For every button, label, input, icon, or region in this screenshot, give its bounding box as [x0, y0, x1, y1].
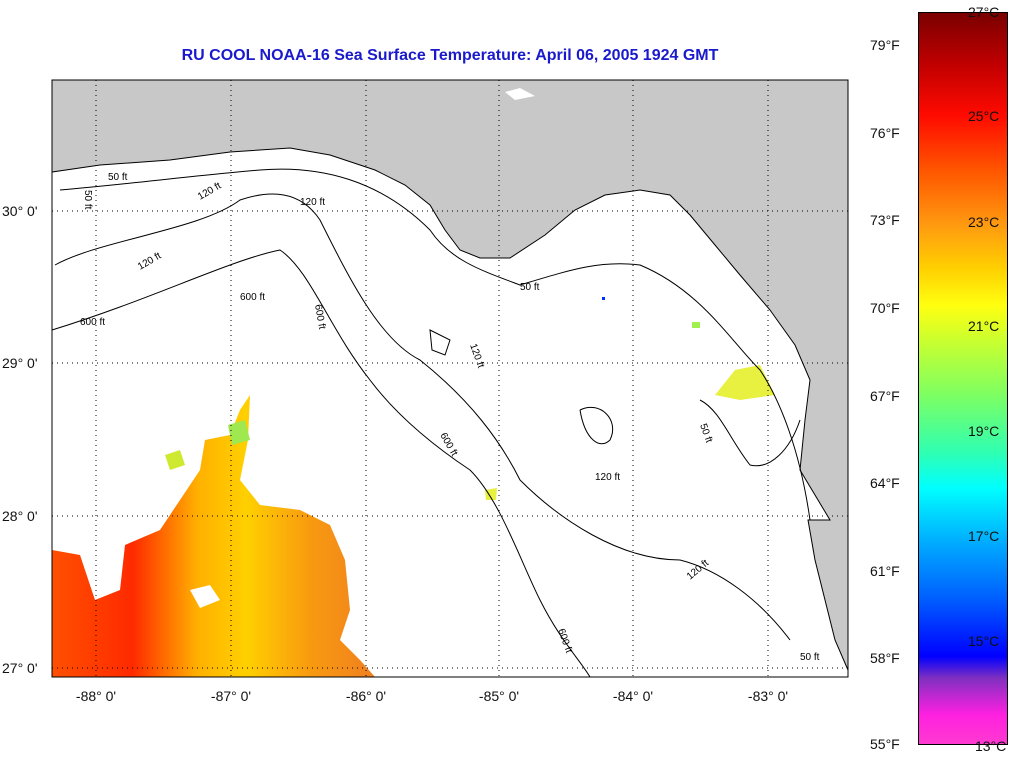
colorbar-f-label: 55°F	[870, 736, 900, 752]
colorbar-f-label: 73°F	[870, 212, 900, 228]
colorbar-c-label: 17°C	[968, 528, 1000, 544]
contour-label: 120 ft	[595, 472, 620, 483]
sst-data-layer	[52, 297, 775, 677]
colorbar-f-label: 64°F	[870, 475, 900, 491]
colorbar-c-label: 19°C	[968, 423, 1000, 439]
y-tick-label: 29° 0'	[2, 355, 38, 371]
colorbar-c-label: 21°C	[968, 318, 1000, 334]
colorbar-c-label: 13°C	[975, 738, 1007, 754]
contour-label: 600 ft	[80, 317, 105, 328]
plot-frame	[51, 79, 849, 678]
contour-label: 50 ft	[520, 282, 540, 293]
colorbar-c-label: 25°C	[968, 108, 1000, 124]
x-tick-label: -84° 0'	[612, 688, 654, 704]
colorbar-f-label: 76°F	[870, 125, 900, 141]
colorbar-f-label: 79°F	[870, 37, 900, 53]
x-tick-label: -88° 0'	[75, 688, 117, 704]
y-tick-label: 28° 0'	[2, 508, 38, 524]
colorbar-c-label: 23°C	[968, 214, 1000, 230]
x-tick-label: -83° 0'	[747, 688, 789, 704]
contour-label: 50 ft	[800, 652, 820, 663]
contour-label: 600 ft	[240, 292, 265, 303]
contour-label: 50 ft	[82, 190, 93, 210]
colorbar-c-label: 27°C	[968, 4, 1000, 20]
sst-warm-patch	[52, 395, 375, 677]
colorbar-f-label: 61°F	[870, 563, 900, 579]
x-tick-label: -85° 0'	[478, 688, 520, 704]
land-area	[51, 79, 849, 671]
sst-speck	[165, 450, 185, 470]
sst-speck	[228, 420, 250, 445]
colorbar-c-label: 15°C	[968, 633, 1000, 649]
sst-speck	[715, 365, 775, 400]
colorbar-f-label: 70°F	[870, 300, 900, 316]
sst-speck	[602, 297, 605, 300]
colorbar-f-label: 67°F	[870, 388, 900, 404]
contour-label: 50 ft	[108, 172, 128, 183]
x-tick-label: -87° 0'	[210, 688, 252, 704]
contour-label: 600 ft	[312, 304, 327, 331]
sst-speck	[485, 488, 497, 500]
figure-title: RU COOL NOAA-16 Sea Surface Temperature:…	[181, 47, 719, 64]
temperature-colorbar	[918, 12, 1008, 745]
colorbar-f-label: 58°F	[870, 650, 900, 666]
contour-label: 120 ft	[300, 197, 325, 208]
y-tick-label: 30° 0'	[2, 203, 38, 219]
x-tick-label: -86° 0'	[345, 688, 387, 704]
y-tick-label: 27° 0'	[2, 660, 38, 676]
sst-speck	[692, 322, 700, 328]
